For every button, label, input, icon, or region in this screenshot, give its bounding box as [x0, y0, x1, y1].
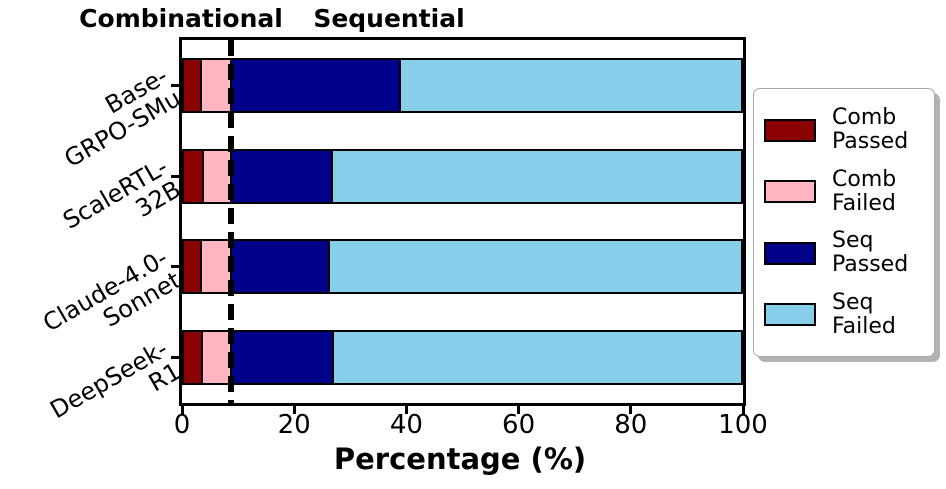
- legend-label: Seq Failed: [832, 289, 896, 339]
- bar-segment-seq-failed: [332, 150, 741, 202]
- x-tick-label: 60: [502, 410, 536, 440]
- x-tick-label: 40: [389, 410, 423, 440]
- x-tick-mark: [180, 406, 184, 414]
- legend-entry-seq-passed: Seq Passed: [764, 229, 934, 277]
- bar-segment-seq-passed: [231, 59, 402, 111]
- x-tick-label: 80: [614, 410, 648, 440]
- bar-row: [182, 148, 743, 204]
- x-tick-mark: [629, 406, 633, 414]
- x-tick-label: 20: [277, 410, 311, 440]
- sequential-section-label: Sequential: [313, 4, 465, 33]
- x-tick-mark: [404, 406, 408, 414]
- bar-row: [182, 239, 743, 295]
- bar-segment-comb-passed: [184, 241, 202, 293]
- legend-entry-seq-failed: Seq Failed: [764, 289, 934, 339]
- x-tick-mark: [292, 406, 296, 414]
- y-tick-mark: [171, 265, 179, 269]
- x-tick-label: 100: [718, 410, 768, 440]
- y-tick-mark: [171, 83, 179, 87]
- legend-entry-comb-passed: Comb Passed: [764, 106, 934, 154]
- bar-row: [182, 57, 743, 113]
- x-tick-mark: [517, 406, 521, 414]
- legend-label: Seq Passed: [832, 228, 909, 278]
- legend: Comb Passed Comb Failed Seq Passed Seq Faile…: [753, 88, 935, 357]
- legend-label: Comb Passed: [832, 105, 909, 155]
- x-tick-mark: [741, 406, 745, 414]
- bar-segment-comb-passed: [184, 59, 202, 111]
- comb-failed-swatch: [764, 180, 816, 204]
- bar-row: [182, 330, 743, 386]
- plot-area: [179, 37, 746, 406]
- seq-passed-swatch: [764, 241, 816, 265]
- bar-segment-comb-failed: [201, 241, 232, 293]
- combinational-section-label: Combinational: [79, 4, 283, 33]
- comb-passed-swatch: [764, 118, 816, 142]
- x-tick-label: 0: [173, 410, 191, 440]
- bar-segment-comb-passed: [184, 332, 203, 384]
- bar-segment-seq-failed: [333, 332, 741, 384]
- y-tick-mark: [171, 356, 179, 360]
- bar-segment-comb-passed: [184, 150, 205, 202]
- bar-segment-seq-passed: [231, 150, 333, 202]
- x-axis-title: Percentage (%): [333, 442, 587, 476]
- bar-segment-seq-failed: [401, 59, 741, 111]
- bar-segment-seq-failed: [329, 241, 741, 293]
- bar-segment-seq-passed: [231, 332, 334, 384]
- seq-failed-swatch: [764, 303, 816, 327]
- y-tick-mark: [171, 174, 179, 178]
- legend-label: Comb Failed: [832, 166, 897, 216]
- legend-entry-comb-failed: Comb Failed: [764, 166, 934, 216]
- comb-seq-divider-line: [227, 40, 234, 403]
- bar-segment-seq-passed: [231, 241, 330, 293]
